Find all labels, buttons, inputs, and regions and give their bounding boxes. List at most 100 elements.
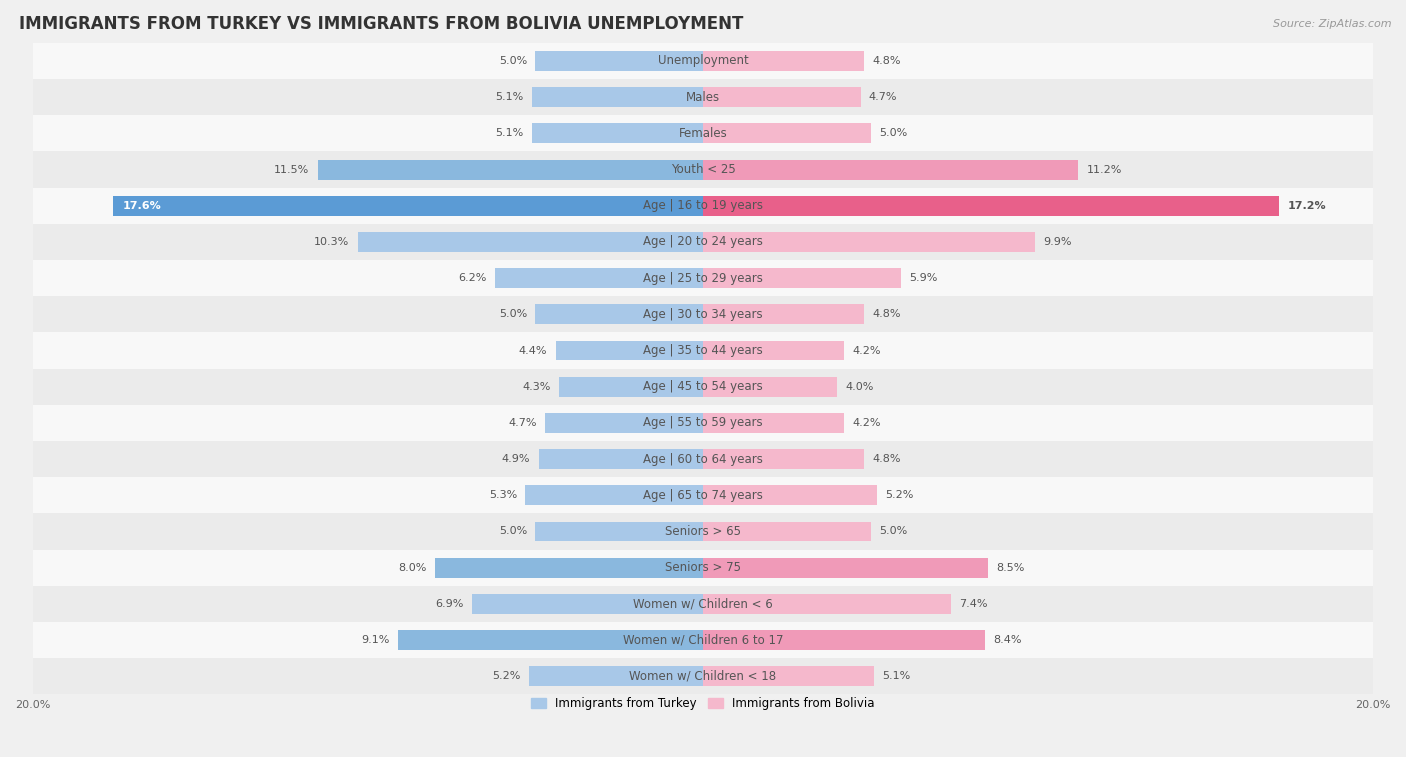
Text: 5.2%: 5.2% (886, 491, 914, 500)
Bar (32, 550, 1374, 586)
Bar (32, 369, 1374, 405)
Bar (558, 377, 703, 397)
Text: 4.8%: 4.8% (872, 454, 901, 464)
Bar (703, 160, 1078, 179)
Bar (536, 522, 703, 541)
Text: 4.8%: 4.8% (872, 56, 901, 66)
Bar (32, 622, 1374, 658)
Bar (703, 413, 844, 433)
Text: 4.4%: 4.4% (519, 345, 547, 356)
Legend: Immigrants from Turkey, Immigrants from Bolivia: Immigrants from Turkey, Immigrants from … (527, 692, 879, 715)
Bar (703, 630, 984, 650)
Text: 5.0%: 5.0% (879, 129, 907, 139)
Text: IMMIGRANTS FROM TURKEY VS IMMIGRANTS FROM BOLIVIA UNEMPLOYMENT: IMMIGRANTS FROM TURKEY VS IMMIGRANTS FRO… (20, 15, 744, 33)
Bar (32, 115, 1374, 151)
Bar (32, 224, 1374, 260)
Text: Age | 20 to 24 years: Age | 20 to 24 years (643, 235, 763, 248)
Bar (703, 123, 870, 143)
Text: 7.4%: 7.4% (959, 599, 988, 609)
Bar (32, 151, 1374, 188)
Bar (546, 413, 703, 433)
Text: 8.4%: 8.4% (993, 635, 1021, 645)
Text: Age | 45 to 54 years: Age | 45 to 54 years (643, 380, 763, 393)
Text: 4.0%: 4.0% (845, 382, 873, 391)
Text: Women w/ Children 6 to 17: Women w/ Children 6 to 17 (623, 634, 783, 646)
Bar (703, 666, 875, 686)
Text: Age | 55 to 59 years: Age | 55 to 59 years (643, 416, 763, 429)
Text: Age | 16 to 19 years: Age | 16 to 19 years (643, 199, 763, 212)
Text: Males: Males (686, 91, 720, 104)
Text: 5.9%: 5.9% (910, 273, 938, 283)
Bar (526, 485, 703, 505)
Bar (32, 79, 1374, 115)
Text: 5.0%: 5.0% (499, 526, 527, 537)
Bar (703, 485, 877, 505)
Bar (398, 630, 703, 650)
Bar (318, 160, 703, 179)
Text: 17.2%: 17.2% (1288, 201, 1326, 210)
Bar (703, 377, 837, 397)
Bar (529, 666, 703, 686)
Text: 5.2%: 5.2% (492, 671, 520, 681)
Text: 5.1%: 5.1% (495, 129, 523, 139)
Text: 4.2%: 4.2% (852, 345, 880, 356)
Bar (32, 441, 1374, 477)
Bar (357, 232, 703, 252)
Bar (531, 123, 703, 143)
Text: 4.7%: 4.7% (509, 418, 537, 428)
Bar (531, 87, 703, 107)
Text: Unemployment: Unemployment (658, 55, 748, 67)
Bar (703, 522, 870, 541)
Bar (555, 341, 703, 360)
Text: Source: ZipAtlas.com: Source: ZipAtlas.com (1274, 19, 1392, 29)
Text: Seniors > 65: Seniors > 65 (665, 525, 741, 538)
Bar (32, 405, 1374, 441)
Text: 5.0%: 5.0% (499, 310, 527, 319)
Text: 8.0%: 8.0% (398, 562, 426, 572)
Text: 5.0%: 5.0% (499, 56, 527, 66)
Text: Age | 25 to 29 years: Age | 25 to 29 years (643, 272, 763, 285)
Bar (538, 449, 703, 469)
Bar (32, 658, 1374, 694)
Bar (703, 232, 1035, 252)
Text: 6.2%: 6.2% (458, 273, 486, 283)
Bar (495, 268, 703, 288)
Bar (703, 558, 988, 578)
Text: 11.5%: 11.5% (274, 164, 309, 175)
Bar (536, 51, 703, 71)
Bar (32, 332, 1374, 369)
Bar (32, 296, 1374, 332)
Text: 4.2%: 4.2% (852, 418, 880, 428)
Text: 5.1%: 5.1% (883, 671, 911, 681)
Bar (536, 304, 703, 324)
Bar (703, 594, 950, 614)
Text: Age | 30 to 34 years: Age | 30 to 34 years (643, 308, 763, 321)
Text: 17.6%: 17.6% (124, 201, 162, 210)
Text: 5.1%: 5.1% (495, 92, 523, 102)
Bar (703, 304, 863, 324)
Text: 11.2%: 11.2% (1087, 164, 1122, 175)
Bar (112, 196, 703, 216)
Text: 4.7%: 4.7% (869, 92, 897, 102)
Bar (32, 43, 1374, 79)
Bar (703, 196, 1279, 216)
Bar (32, 260, 1374, 296)
Text: Women w/ Children < 6: Women w/ Children < 6 (633, 597, 773, 610)
Bar (32, 586, 1374, 622)
Text: 6.9%: 6.9% (434, 599, 464, 609)
Text: Age | 35 to 44 years: Age | 35 to 44 years (643, 344, 763, 357)
Text: 4.8%: 4.8% (872, 310, 901, 319)
Bar (703, 87, 860, 107)
Text: 9.1%: 9.1% (361, 635, 389, 645)
Text: 10.3%: 10.3% (314, 237, 350, 247)
Bar (703, 449, 863, 469)
Text: 4.9%: 4.9% (502, 454, 530, 464)
Bar (703, 341, 844, 360)
Text: Age | 65 to 74 years: Age | 65 to 74 years (643, 489, 763, 502)
Bar (703, 51, 863, 71)
Text: 4.3%: 4.3% (522, 382, 551, 391)
Bar (32, 477, 1374, 513)
Bar (32, 513, 1374, 550)
Text: Youth < 25: Youth < 25 (671, 163, 735, 176)
Text: 9.9%: 9.9% (1043, 237, 1071, 247)
